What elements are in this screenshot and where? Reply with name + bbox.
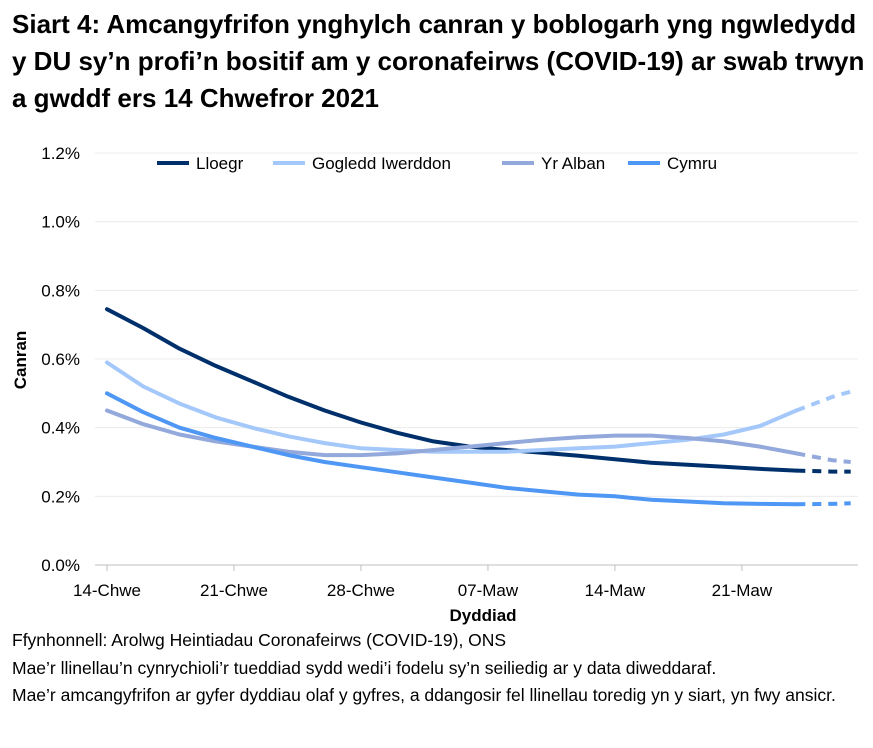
series-projection-cymru [796,501,851,507]
series-projection-yr-alban [795,451,851,464]
legend-label: Lloegr [196,154,244,173]
x-axis-label: Dyddiad [449,606,516,625]
x-tick-label: 28-Chwe [327,581,395,600]
series-line-yr-alban [105,408,799,458]
series-projection-lloegr [796,468,851,474]
chart-title: Siart 4: Amcangyfrifon ynghylch canran y… [12,9,865,113]
y-tick-label: 1.0% [41,213,80,232]
legend-label: Yr Alban [541,154,605,173]
footnote-2: Mae’r amcangyfrifon ar gyfer dyddiau ola… [12,685,836,705]
y-tick-label: 0.4% [41,419,80,438]
x-tick-label: 07-Maw [458,581,519,600]
x-tick-label: 14-Maw [585,581,646,600]
x-tick-label: 14-Chwe [73,581,141,600]
legend-label: Gogledd Iwerddon [312,154,451,173]
series-projection-gogledd-iwerddon [795,389,852,413]
series-line-gogledd-iwerddon [105,360,799,454]
series-line-cymru [105,391,799,507]
legend-label: Cymru [667,154,717,173]
y-tick-label: 0.2% [41,487,80,506]
y-tick-label: 0.8% [41,281,80,300]
series-line-lloegr [105,307,799,473]
y-tick-label: 0.6% [41,350,80,369]
y-axis-label: Canran [11,331,30,390]
line-chart: 0.0% 0.2% 0.4% 0.6% 0.8% 1.0% 1.2% 14-Chwe 21-C… [11,144,858,625]
y-tick-label: 0.0% [41,556,80,575]
footnote-1: Mae’r llinellau’n cynrychioli’r tueddiad… [12,658,717,678]
x-tick-label: 21-Chwe [200,581,268,600]
source-note: Ffynhonnell: Arolwg Heintiadau Coronafei… [12,630,507,650]
y-tick-label: 1.2% [41,144,80,163]
x-tick-label: 21-Maw [712,581,773,600]
